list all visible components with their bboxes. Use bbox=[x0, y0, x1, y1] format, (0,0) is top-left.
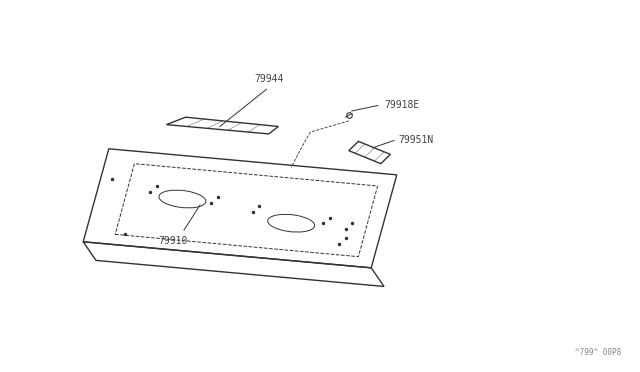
Text: 79918E: 79918E bbox=[384, 100, 419, 110]
Text: ^799^ 00P8: ^799^ 00P8 bbox=[575, 348, 621, 357]
Text: 79910: 79910 bbox=[158, 236, 188, 246]
Text: 79944: 79944 bbox=[254, 74, 284, 84]
Text: 79951N: 79951N bbox=[398, 135, 433, 144]
